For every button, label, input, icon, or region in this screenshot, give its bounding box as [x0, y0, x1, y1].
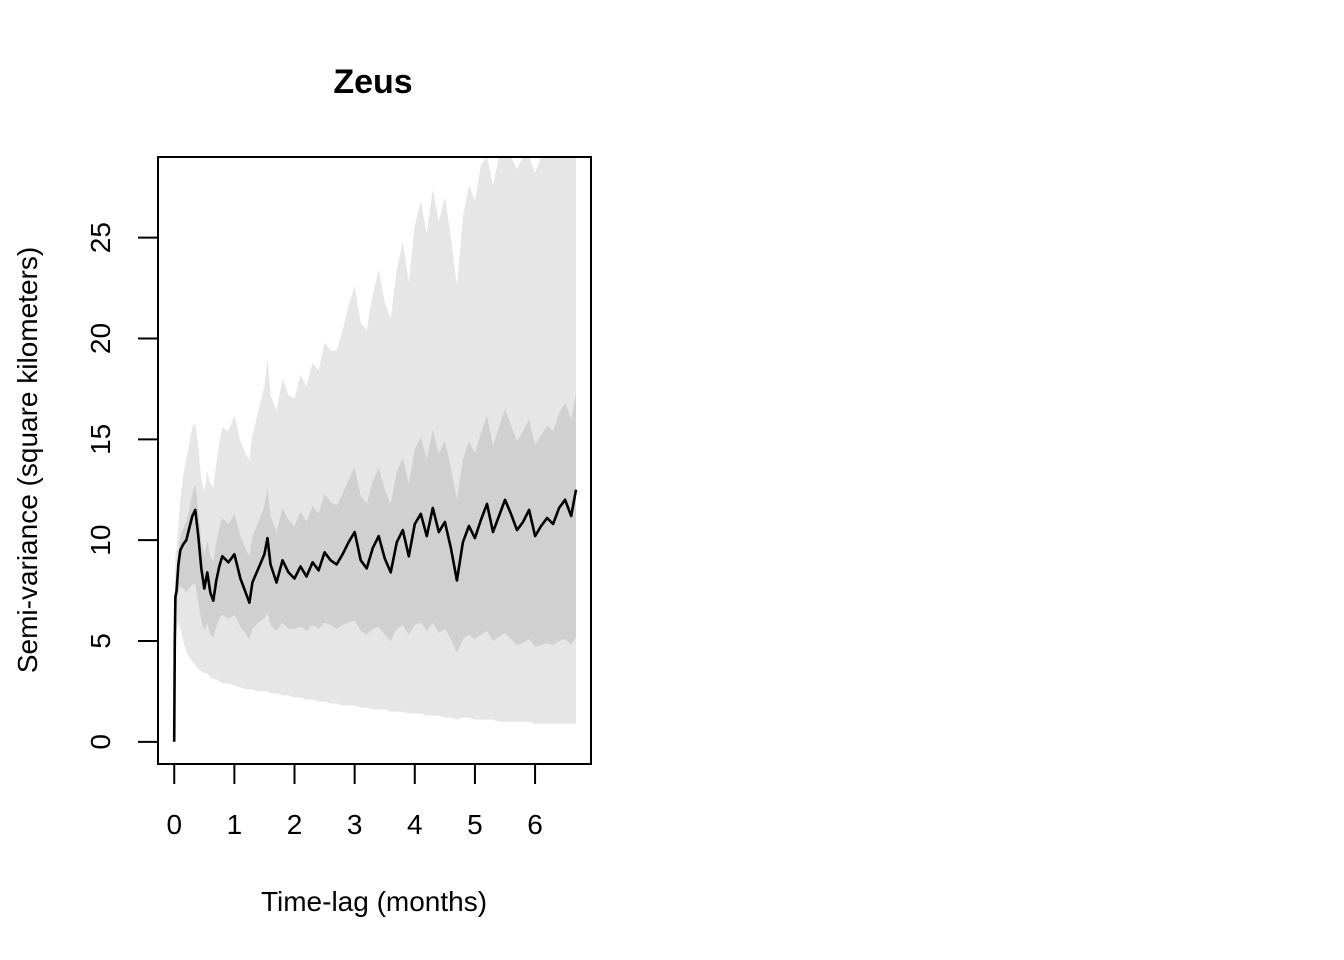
y-tick-label: 5	[85, 633, 116, 649]
x-tick-label: 6	[527, 809, 543, 840]
semivariance-line	[172, 489, 578, 742]
y-axis: 0 5 10 15 20 25	[85, 222, 159, 750]
y-tick-label: 0	[85, 734, 116, 750]
x-tick-label: 5	[467, 809, 483, 840]
x-tick-label: 1	[227, 809, 243, 840]
x-tick-label: 0	[166, 809, 182, 840]
chart-title: Zeus	[333, 63, 412, 101]
x-tick-label: 4	[407, 809, 423, 840]
inner-confidence-band	[174, 392, 576, 742]
y-tick-label: 25	[85, 222, 116, 253]
x-tick-label: 2	[287, 809, 303, 840]
x-axis: 0 1 2 3 4 5 6	[166, 763, 543, 840]
confidence-bands	[174, 157, 576, 742]
y-tick-label: 15	[85, 424, 116, 455]
x-tick-label: 3	[347, 809, 363, 840]
y-tick-label: 10	[85, 525, 116, 556]
y-tick-label: 20	[85, 323, 116, 354]
x-axis-label: Time-lag (months)	[261, 886, 487, 917]
y-axis-label: Semi-variance (square kilometers)	[12, 247, 43, 673]
